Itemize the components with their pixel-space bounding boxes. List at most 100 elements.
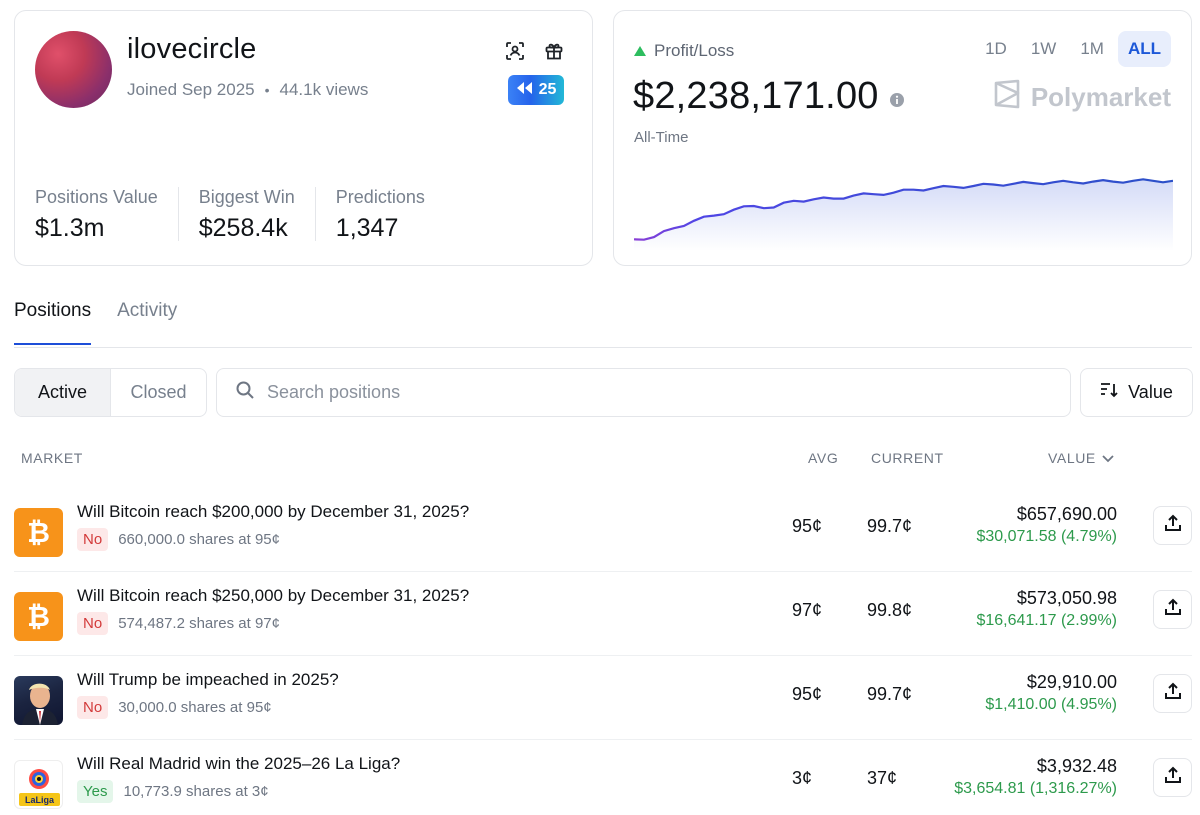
position-row[interactable]: ₿ Will Bitcoin reach $200,000 by Decembe… xyxy=(14,488,1192,572)
column-value-label: VALUE xyxy=(1048,450,1096,466)
svg-text:₿: ₿ xyxy=(27,601,50,632)
gift-icon[interactable] xyxy=(543,40,565,62)
share-icon xyxy=(1164,514,1182,537)
range-1d[interactable]: 1D xyxy=(985,39,1007,58)
portrait-icon xyxy=(14,676,63,725)
search-input[interactable] xyxy=(267,382,1027,403)
sort-button[interactable]: Value xyxy=(1080,368,1193,417)
current-price: 99.8¢ xyxy=(867,600,913,620)
market-title[interactable]: Will Trump be impeached in 2025? xyxy=(77,670,339,689)
time-range-selector: 1D 1W 1M ALL xyxy=(975,31,1171,67)
position-detail: No 574,487.2 shares at 97¢ xyxy=(77,612,280,635)
column-value[interactable]: VALUE xyxy=(1048,450,1114,466)
stat-label: Predictions xyxy=(335,187,425,207)
position-value: $29,910.00 xyxy=(1026,672,1117,692)
filter-active[interactable]: Active xyxy=(15,369,110,416)
stat-value: $1.3m xyxy=(35,214,105,242)
rank-badge[interactable]: 25 xyxy=(508,75,564,105)
profit-loss-chart xyxy=(634,178,1173,251)
shares-text: 10,773.9 shares at 3¢ xyxy=(123,783,269,800)
current-price: 99.7¢ xyxy=(867,516,913,536)
market-title[interactable]: Will Bitcoin reach $250,000 by December … xyxy=(77,586,470,605)
bitcoin-icon: ₿ xyxy=(14,592,63,641)
share-icon xyxy=(1164,766,1182,789)
current-price: 99.7¢ xyxy=(867,684,913,704)
profit-loss-value: $2,238,171.00 xyxy=(633,75,879,117)
share-icon xyxy=(1164,682,1182,705)
polymarket-logo: Polymarket xyxy=(993,79,1171,116)
column-market: MARKET xyxy=(21,450,83,466)
scan-icon[interactable] xyxy=(504,40,526,62)
range-1m[interactable]: 1M xyxy=(1080,39,1104,58)
username: ilovecircle xyxy=(127,33,257,65)
shares-text: 660,000.0 shares at 95¢ xyxy=(118,531,280,548)
share-button[interactable] xyxy=(1153,758,1192,797)
market-title[interactable]: Will Real Madrid win the 2025–26 La Liga… xyxy=(77,754,401,773)
position-row[interactable]: LaLiga Will Real Madrid win the 2025–26 … xyxy=(14,740,1192,815)
share-button[interactable] xyxy=(1153,506,1192,545)
range-1w[interactable]: 1W xyxy=(1030,39,1057,58)
stat-label: Positions Value xyxy=(35,187,158,207)
joined-date: Joined Sep 2025 xyxy=(127,80,255,99)
position-value: $3,932.48 xyxy=(1036,756,1117,776)
row-divider xyxy=(14,655,1192,656)
share-button[interactable] xyxy=(1153,674,1192,713)
bitcoin-icon: ₿ xyxy=(14,508,63,557)
svg-text:LaLiga: LaLiga xyxy=(25,795,55,805)
avg-price: 97¢ xyxy=(792,600,823,620)
profile-meta: Joined Sep 2025 • 44.1k views xyxy=(127,80,368,100)
tabs-divider xyxy=(14,347,1192,348)
avatar[interactable] xyxy=(35,31,112,108)
profile-card: ilovecircle Joined Sep 2025 • 44.1k view… xyxy=(14,10,593,266)
position-pnl: $3,654.81 (1,316.27%) xyxy=(954,780,1117,797)
tab-activity[interactable]: Activity xyxy=(117,300,178,321)
avg-price: 95¢ xyxy=(792,684,823,704)
position-detail: No 660,000.0 shares at 95¢ xyxy=(77,528,280,551)
sort-icon xyxy=(1100,382,1118,403)
chart-line xyxy=(634,178,1173,241)
stat-biggest-win: Biggest Win $258.4k xyxy=(198,187,316,242)
avg-price: 3¢ xyxy=(792,768,813,788)
stat-label: Biggest Win xyxy=(198,187,295,207)
chevron-down-icon xyxy=(1102,450,1114,466)
outcome-badge: Yes xyxy=(77,780,114,803)
outcome-badge: No xyxy=(77,612,109,635)
stat-value: 1,347 xyxy=(335,214,399,242)
triangle-up-icon xyxy=(634,41,646,61)
position-pnl: $1,410.00 (4.95%) xyxy=(985,696,1117,713)
outcome-badge: No xyxy=(77,528,109,551)
avg-price: 95¢ xyxy=(792,516,823,536)
filter-closed[interactable]: Closed xyxy=(110,369,206,416)
row-divider xyxy=(14,739,1192,740)
profile-stats: Positions Value $1.3m Biggest Win $258.4… xyxy=(35,187,465,242)
search-box xyxy=(216,368,1071,417)
views-count: 44.1k views xyxy=(279,80,369,99)
column-current: CURRENT xyxy=(871,450,944,466)
stat-positions-value: Positions Value $1.3m xyxy=(35,187,179,242)
position-value: $657,690.00 xyxy=(1016,504,1117,524)
info-icon[interactable] xyxy=(889,75,905,118)
rank-badge-count: 25 xyxy=(538,81,557,98)
share-button[interactable] xyxy=(1153,590,1192,629)
section-tabs: Positions Activity xyxy=(14,300,177,345)
row-divider xyxy=(14,571,1192,572)
tab-positions[interactable]: Positions xyxy=(14,300,92,345)
status-filter: Active Closed xyxy=(14,368,207,417)
polymarket-wordmark: Polymarket xyxy=(1030,82,1171,112)
range-all[interactable]: ALL xyxy=(1117,31,1171,67)
outcome-badge: No xyxy=(77,696,109,719)
polymarket-mark-icon xyxy=(993,79,1021,116)
column-avg: AVG xyxy=(808,450,839,466)
profit-loss-amount: $2,238,171.00 xyxy=(633,75,905,118)
sort-label: Value xyxy=(1128,382,1173,402)
stat-predictions: Predictions 1,347 xyxy=(335,187,445,242)
position-value: $573,050.98 xyxy=(1016,588,1117,608)
position-detail: Yes 10,773.9 shares at 3¢ xyxy=(77,780,269,803)
share-icon xyxy=(1164,598,1182,621)
position-row[interactable]: Will Trump be impeached in 2025? No 30,0… xyxy=(14,656,1192,740)
chart-area xyxy=(634,179,1173,251)
position-row[interactable]: ₿ Will Bitcoin reach $250,000 by Decembe… xyxy=(14,572,1192,656)
market-title[interactable]: Will Bitcoin reach $200,000 by December … xyxy=(77,502,470,521)
shares-text: 30,000.0 shares at 95¢ xyxy=(118,699,272,716)
period-label: All-Time xyxy=(634,129,689,146)
